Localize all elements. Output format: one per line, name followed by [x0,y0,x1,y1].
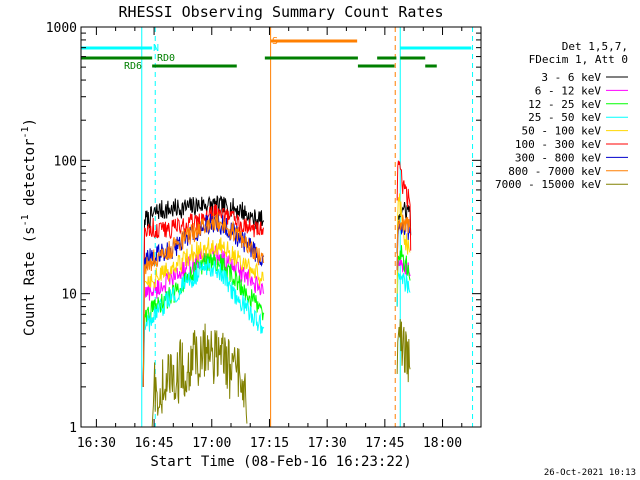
series-line-12-25kev-0 [142,251,265,387]
series-line-100-300kev-0 [142,203,264,387]
legend-label: 25 - 50 keV [528,111,601,124]
legend-label: 3 - 6 keV [541,71,601,84]
series-line-100-300kev-1 [396,160,412,251]
y-tick-label: 1000 [46,21,77,36]
legend-label: 7000 - 15000 keV [495,178,601,191]
series-line-7000-15000kev-1 [396,319,411,383]
series-layer [142,160,412,428]
annotation-layer: N S RD0 RD6 [81,27,474,427]
legend-label: 800 - 7000 keV [508,165,601,178]
chart-title: RHESSI Observing Summary Count Rates [118,3,443,21]
y-tick-label: 100 [54,154,77,169]
date-stamp: 26-Oct-2021 10:13 [544,468,636,478]
y-axis-label-main: Count Rate (s [22,226,38,336]
series-line-800-7000kev-0 [142,212,265,387]
x-tick-label: 17:15 [250,436,289,451]
series-line-25-50kev-1 [396,271,411,307]
legend-label: 6 - 12 keV [535,84,602,97]
legend-header-line: Det 1,5,7, [562,40,628,53]
series-line-25-50kev-0 [142,258,265,387]
axes-layer: 16:30 16:45 17:00 17:15 17:30 17:45 18:00 1 10 10… [46,21,482,451]
x-tick-label: 17:30 [308,436,347,451]
y-tick-label: 1 [69,421,77,436]
legend-label: 100 - 300 keV [515,138,601,151]
legend-label: 12 - 25 keV [528,98,601,111]
x-tick-label: 16:30 [77,436,116,451]
y-axis-label-end: ) [22,118,38,126]
series-line-50-100kev-0 [142,237,265,387]
x-tick-label: 16:45 [135,436,174,451]
y-axis-label-sup1: -1 [20,214,31,226]
y-tick-label: 10 [61,288,77,303]
series-line-800-7000kev-1 [396,214,411,271]
series-line-3-6kev-0 [142,195,265,387]
saa-label: S [272,36,278,47]
series-line-12-25kev-1 [396,245,411,307]
legend-label: 300 - 800 keV [515,151,601,164]
y-axis-label-mid: detector [22,139,38,215]
rd6-label: RD6 [124,61,142,72]
legend-header-line: FDecim 1, Att 0 [529,53,628,66]
y-axis-label: Count Rate (s-1 detector-1) [20,118,38,336]
x-tick-label: 17:45 [365,436,404,451]
rd0-label: RD0 [157,53,175,64]
y-axis-label-sup2: -1 [20,126,31,138]
legend-label: 50 - 100 keV [522,125,602,138]
night-label: N [153,43,159,54]
x-axis-label: Start Time (08-Feb-16 16:23:22) [150,454,411,470]
series-line-3-6kev-1 [396,201,412,254]
plot-frame [80,26,482,428]
x-tick-label: 17:00 [192,436,231,451]
series-line-50-100kev-1 [396,193,411,294]
x-tick-label: 18:00 [423,436,462,451]
series-line-7000-15000kev-0 [151,323,248,428]
